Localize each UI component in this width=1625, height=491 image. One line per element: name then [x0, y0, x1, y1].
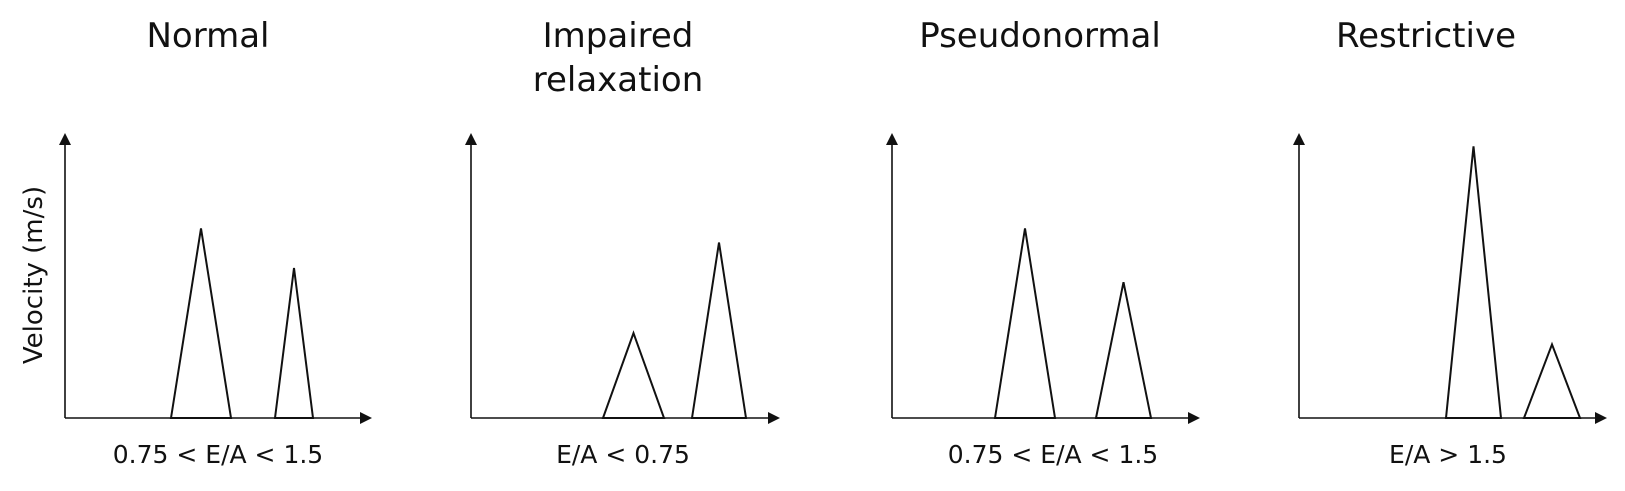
e-wave-pseudonormal	[993, 228, 1057, 419]
panel-title-normal: Normal	[146, 16, 270, 56]
panel-title-impaired-relaxation: Impaired relaxation	[532, 16, 704, 100]
e-wave-impaired-relaxation	[601, 330, 666, 419]
panel-impaired-relaxation	[465, 133, 780, 424]
a-wave-normal	[273, 267, 315, 419]
e-wave-restrictive	[1444, 146, 1503, 419]
ratio-label-pseudonormal: 0.75 < E/A < 1.5	[947, 440, 1159, 469]
e-wave-normal	[169, 228, 233, 419]
panel-normal	[59, 133, 372, 424]
ratio-label-normal: 0.75 < E/A < 1.5	[112, 440, 324, 469]
panel-restrictive	[1293, 133, 1607, 424]
ratio-label-impaired-relaxation: E/A < 0.75	[556, 440, 690, 469]
ratio-label-restrictive: E/A > 1.5	[1389, 440, 1507, 469]
a-wave-restrictive	[1522, 341, 1582, 419]
panel-title-restrictive: Restrictive	[1336, 16, 1516, 56]
a-wave-impaired-relaxation	[690, 242, 748, 419]
panel-title-pseudonormal: Pseudonormal	[919, 16, 1161, 56]
a-wave-pseudonormal	[1094, 281, 1153, 419]
panel-pseudonormal	[886, 133, 1200, 424]
